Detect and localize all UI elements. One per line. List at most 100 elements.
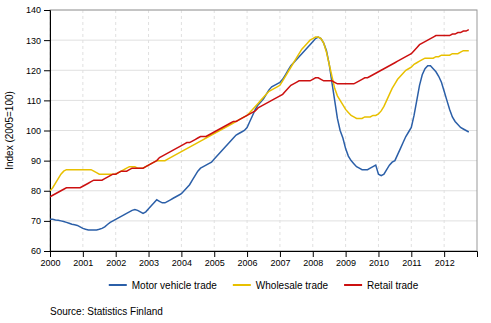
x-tick-label: 2000 [40,258,60,268]
y-tick-mark [44,70,50,71]
x-tick: 2004 [172,251,192,268]
x-tick-mark [116,251,117,257]
x-tick-mark [214,251,215,257]
lines [50,30,469,230]
x-tick-label: 2012 [435,258,455,268]
y-tick-label: 130 [26,36,41,46]
legend-item: Wholesale trade [233,280,329,291]
x-tick: 2010 [369,251,389,268]
x-tick: 2011 [402,251,421,268]
x-tick-label: 2010 [369,258,389,268]
y-grid-line [50,160,477,161]
series-line [50,37,469,191]
y-tick-label: 140 [26,5,41,15]
y-tick-mark [44,40,50,41]
series-line [50,30,469,197]
x-tick-label: 2004 [172,258,192,268]
x-tick-label: 2008 [303,258,323,268]
x-tick-label: 2011 [402,258,421,268]
y-grid-line [50,40,477,41]
x-tick: 2002 [106,251,126,268]
y-tick: 90 [31,156,50,166]
x-grid-line [378,10,379,251]
y-tick: 130 [26,36,50,46]
x-tick-mark [149,251,150,257]
chart-svg: 2000 2001 2002 2003 2004 2005 2006 2007 2008 2009… [0,0,491,323]
y-tick-label: 90 [31,156,41,166]
y-tick: 70 [31,216,50,226]
y-grid-line [50,130,477,131]
x-tick-mark [181,251,182,257]
x-tick-label: 2009 [336,258,356,268]
y-tick-mark [44,221,50,222]
legend-item: Retail trade [344,280,419,291]
y-axis: 60 70 80 90 100 110 120 130 140 [26,5,51,256]
y-grid-line [50,100,477,101]
y-tick-mark [44,131,50,132]
axis-domain [51,252,478,258]
x-grid-line [444,10,445,251]
y-tick: 60 [31,246,50,256]
axis-domain [44,11,51,252]
x-tick: 2012 [435,251,455,268]
x-tick-mark [378,251,379,257]
x-tick: 2007 [270,251,290,268]
x-grid-line [148,10,149,251]
x-tick: 2003 [139,251,159,268]
legend-label: Wholesale trade [256,280,329,291]
y-tick-label: 100 [26,126,41,136]
x-grid-line [82,10,83,251]
legend-label: Motor vehicle trade [132,280,217,291]
x-tick-mark [280,251,281,257]
x-grid-line [115,10,116,251]
legend-swatch [109,284,127,286]
y-tick-mark [44,100,50,101]
x-tick: 2008 [303,251,323,268]
x-axis: 2000 2001 2002 2003 2004 2005 2006 2007 2008 2009… [40,251,477,268]
x-tick: 2006 [238,251,258,268]
y-tick-mark [44,10,50,11]
x-grid-line [214,10,215,251]
x-grid-line [181,10,182,251]
legend-item: Motor vehicle trade [109,280,217,291]
y-tick: 100 [26,126,50,136]
y-tick: 80 [31,186,50,196]
x-grid-line [345,10,346,251]
y-tick: 120 [26,66,50,76]
legend: Motor vehicle trade Wholesale trade Retail… [109,280,419,291]
x-grid-line [312,10,313,251]
y-grid-line [50,70,477,71]
y-tick: 140 [26,5,50,15]
grid [50,10,477,251]
x-tick-mark [411,251,412,257]
y-grid-line [50,190,477,191]
y-tick-label: 110 [27,96,41,106]
x-tick: 2009 [336,251,356,268]
legend-swatch [344,284,362,286]
chart-container: 2000 2001 2002 2003 2004 2005 2006 2007 2008 2009… [0,0,491,323]
x-tick-mark [247,251,248,257]
y-tick-label: 120 [26,66,41,76]
x-tick-label: 2006 [238,258,258,268]
legend-label: Retail trade [367,280,419,291]
x-tick-label: 2005 [205,258,225,268]
source-note: Source: Statistics Finland [50,306,163,317]
y-tick-label: 60 [31,246,41,256]
y-tick-mark [44,251,50,252]
x-tick-mark [346,251,347,257]
x-tick-mark [313,251,314,257]
x-tick-label: 2002 [106,258,126,268]
y-tick-label: 80 [31,186,41,196]
x-tick-label: 2003 [139,258,159,268]
legend-swatch [233,284,251,286]
plot-area: 2000 2001 2002 2003 2004 2005 2006 2007 2008 2009… [26,5,478,268]
x-grid-line [247,10,248,251]
x-tick: 2001 [73,251,93,268]
x-tick: 2000 [40,251,60,268]
x-tick: 2005 [205,251,225,268]
y-tick-label: 70 [31,216,41,226]
y-tick: 110 [27,96,50,106]
y-tick-mark [44,191,50,192]
x-tick-mark [444,251,445,257]
x-tick-label: 2007 [270,258,290,268]
